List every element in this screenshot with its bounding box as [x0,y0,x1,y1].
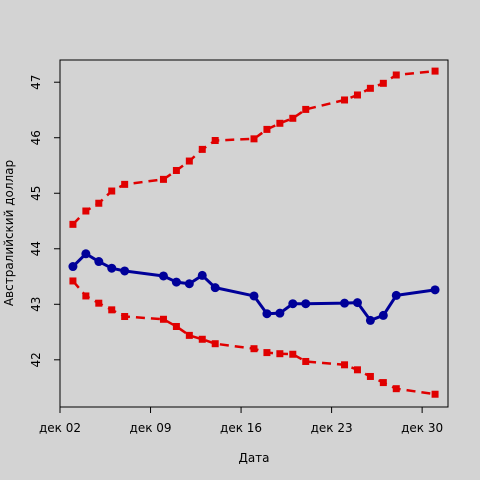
data-point [185,331,193,339]
series-line [72,69,436,226]
data-point [108,306,116,314]
data-point [392,385,400,393]
data-point [172,322,180,330]
x-tick-label: дек 16 [220,421,262,435]
data-point [302,357,310,365]
x-tick-label: дек 02 [39,421,81,435]
data-point [276,350,284,358]
y-tick-label: 42 [29,352,43,367]
data-point [198,335,206,343]
data-point [301,299,311,309]
data-point [185,157,193,165]
data-point [158,271,168,281]
data-point [82,207,90,215]
data-point [95,199,103,207]
data-point [94,257,104,267]
plot-area [59,59,449,408]
data-point [431,390,439,398]
data-point [289,350,297,358]
data-point [392,71,400,79]
data-point [366,372,374,380]
data-point [262,309,272,319]
data-point [431,67,439,75]
data-point [366,84,374,92]
data-point [341,361,349,369]
data-point [391,290,401,300]
data-point [69,277,77,285]
data-point [107,263,117,273]
y-axis-title: Австралийский доллар [2,160,16,306]
data-point [171,277,181,287]
data-point [430,285,440,295]
series-line [71,252,436,322]
x-axis-title: Дата [238,451,269,465]
data-point [120,266,130,276]
y-tick-label: 47 [29,75,43,90]
y-tick-label: 45 [29,186,43,201]
data-point [289,114,297,122]
data-point [379,379,387,387]
data-point [81,249,91,259]
data-point [378,310,388,320]
data-point [302,105,310,113]
data-point [172,166,180,174]
data-point [68,262,78,272]
series-1 [69,67,439,228]
x-tick-label: дек 09 [130,421,172,435]
data-point [263,125,271,133]
x-axis: дек 02 дек 09 дек 16 дек 23 дек 30 [39,407,443,435]
data-point [249,291,259,301]
data-point [263,349,271,357]
data-point [276,119,284,127]
y-tick-label: 43 [29,297,43,312]
x-tick-label: дек 23 [311,421,353,435]
series-2 [68,249,440,325]
series-3 [69,277,439,398]
data-point [352,298,362,308]
data-point [121,180,129,188]
data-point [184,279,194,289]
data-point [275,308,285,318]
data-point [198,145,206,153]
data-point [95,299,103,307]
data-point [210,283,220,293]
y-axis: 42 43 44 45 46 47 [29,75,60,367]
data-point [159,175,167,183]
data-point [211,340,219,348]
data-point [250,135,258,143]
data-point [69,220,77,228]
y-tick-label: 46 [29,130,43,145]
data-point [365,315,375,325]
data-point [197,270,207,280]
data-point [159,315,167,323]
series-layer [68,67,440,398]
data-point [82,292,90,300]
data-point [379,79,387,87]
data-point [211,137,219,145]
data-point [288,299,298,309]
data-point [341,96,349,104]
data-point [340,298,350,308]
data-point [353,91,361,99]
y-tick-label: 44 [29,241,43,256]
data-point [250,345,258,353]
data-point [353,366,361,374]
data-point [121,313,129,321]
plot-frame [59,59,449,408]
data-point [108,187,116,195]
x-tick-label: дек 30 [401,421,443,435]
